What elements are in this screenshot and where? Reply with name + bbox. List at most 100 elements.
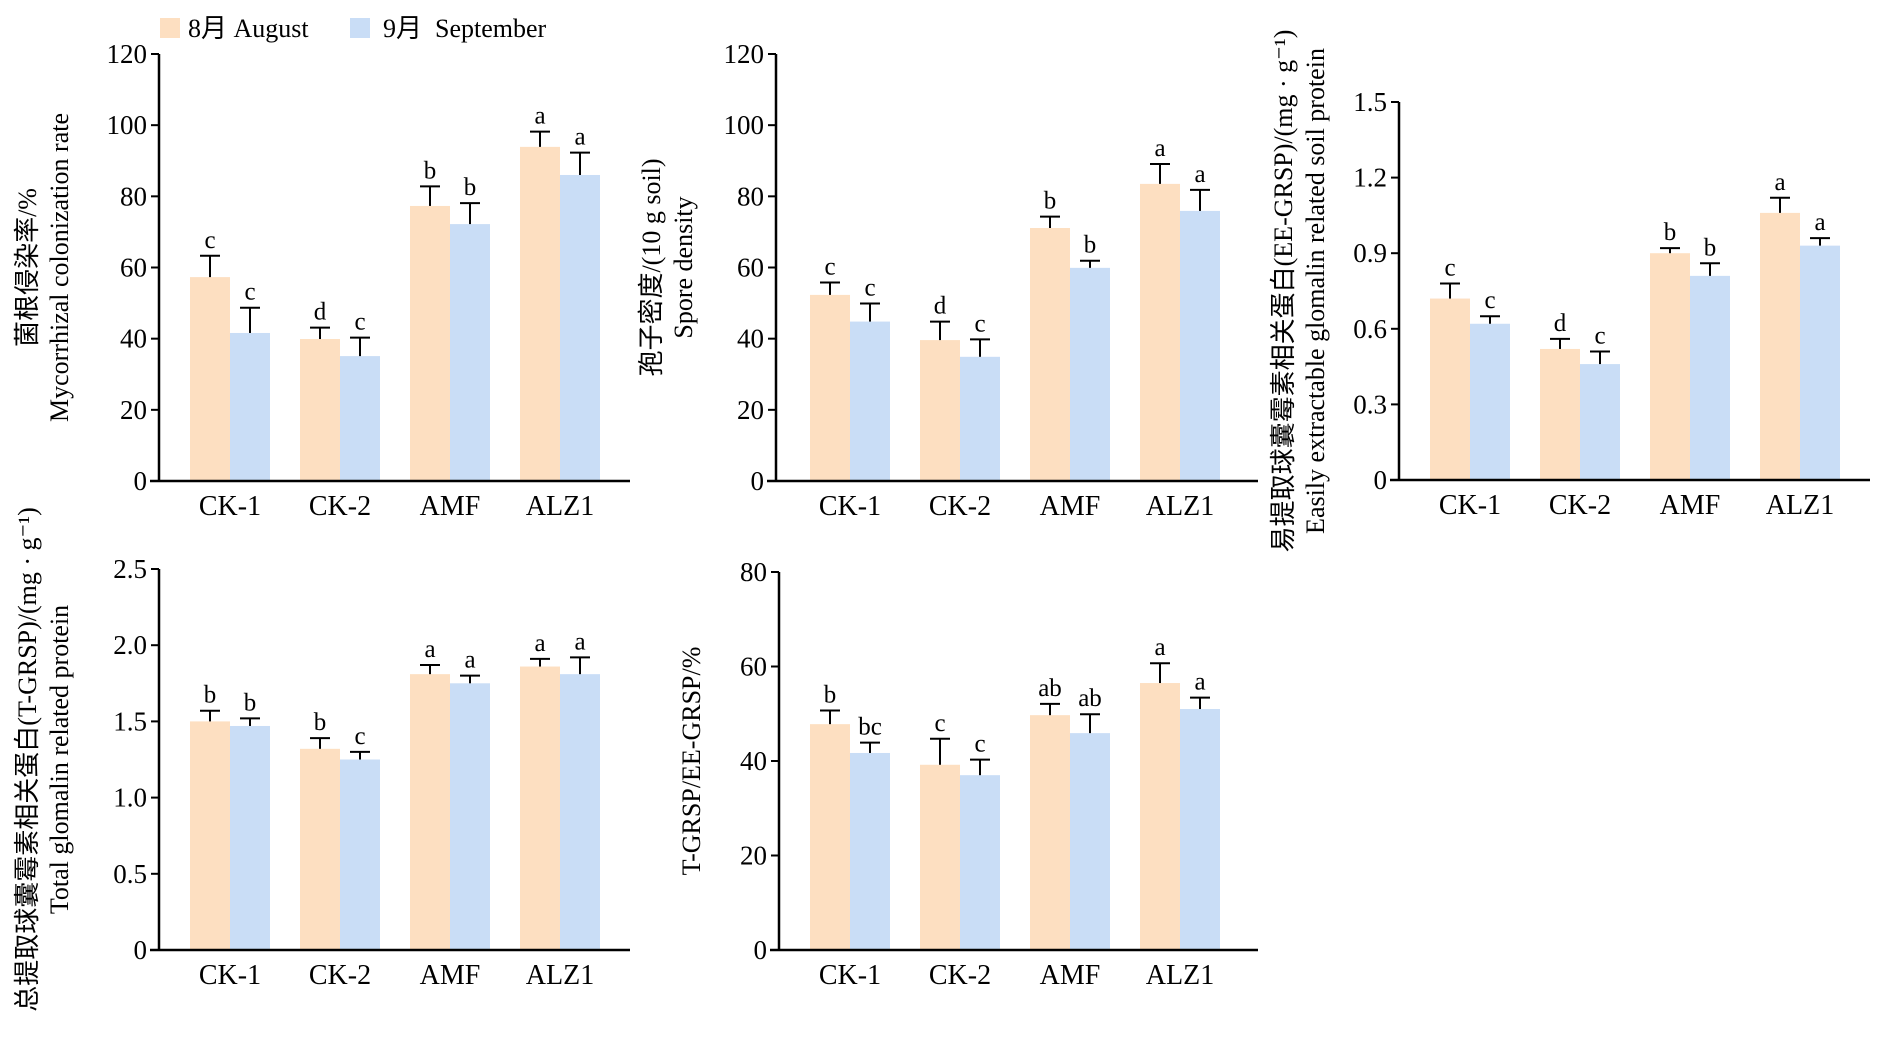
y-axis-label-cn: 总提取球囊霉素相关蛋白(T-GRSP)/(mg · g⁻¹) bbox=[13, 507, 42, 1011]
significance-letter: b bbox=[1084, 232, 1097, 259]
y-axis-label-en: Mycorrhizal colonization rate bbox=[45, 113, 74, 422]
significance-letter: b bbox=[314, 709, 327, 736]
bar-september-ck-1 bbox=[850, 752, 890, 950]
significance-letter: c bbox=[974, 310, 985, 337]
bar-august-ck-1 bbox=[810, 294, 850, 481]
y-tick-label: 0.3 bbox=[1353, 389, 1387, 419]
bar-september-ck-1 bbox=[1470, 323, 1510, 480]
bar-september-alz1 bbox=[560, 174, 600, 481]
y-tick-label: 0 bbox=[751, 466, 765, 496]
x-category-label: CK-1 bbox=[199, 960, 261, 991]
bar-september-alz1 bbox=[560, 674, 600, 950]
y-tick-label: 0.6 bbox=[1353, 314, 1387, 344]
significance-letter: c bbox=[824, 253, 835, 280]
x-category-label: CK-2 bbox=[309, 491, 371, 522]
significance-letter: a bbox=[1154, 135, 1165, 162]
significance-letter: c bbox=[244, 279, 255, 306]
legend-label-september: 9月 September bbox=[383, 14, 547, 43]
bar-august-amf bbox=[410, 205, 450, 481]
y-tick-label: 80 bbox=[740, 557, 767, 587]
x-category-label: AMF bbox=[420, 960, 481, 991]
significance-letter: a bbox=[1154, 634, 1165, 661]
x-category-label: ALZ1 bbox=[1766, 490, 1834, 521]
significance-letter: b bbox=[464, 174, 477, 201]
bar-august-ck-2 bbox=[920, 764, 960, 950]
significance-letter: c bbox=[974, 731, 985, 758]
bar-august-amf bbox=[1030, 715, 1070, 950]
significance-letter: b bbox=[824, 681, 837, 708]
y-tick-label: 1.5 bbox=[113, 706, 147, 736]
significance-letter: b bbox=[204, 682, 217, 709]
legend-swatch-august bbox=[160, 18, 180, 38]
legend: 8月 August 9月 September bbox=[160, 14, 547, 43]
significance-letter: c bbox=[1484, 287, 1495, 314]
bar-september-amf bbox=[450, 224, 490, 482]
y-tick-label: 1.5 bbox=[1353, 87, 1387, 117]
y-axis-label-cn: 易提取球囊霉素相关蛋白(EE-GRSP)/(mg · g⁻¹) bbox=[1269, 30, 1298, 553]
significance-letter: a bbox=[464, 647, 475, 674]
y-tick-label: 80 bbox=[737, 181, 764, 211]
bar-august-ck-2 bbox=[920, 340, 960, 481]
y-tick-label: 120 bbox=[724, 39, 765, 69]
bar-september-ck-2 bbox=[1580, 364, 1620, 480]
y-axis-label-en: T-GRSP/EE-GRSP/% bbox=[677, 647, 706, 876]
significance-letter: b bbox=[1664, 219, 1677, 246]
x-category-label: ALZ1 bbox=[1146, 491, 1214, 522]
significance-letter: a bbox=[574, 124, 585, 151]
bar-september-amf bbox=[1070, 733, 1110, 950]
x-category-label: CK-2 bbox=[1549, 490, 1611, 521]
x-category-label: ALZ1 bbox=[526, 960, 594, 991]
x-category-label: AMF bbox=[420, 491, 481, 522]
y-tick-label: 40 bbox=[740, 746, 767, 776]
legend-item-september: 9月 September bbox=[350, 14, 547, 43]
y-axis-label-en: Spore density bbox=[669, 196, 698, 338]
x-category-label: CK-1 bbox=[819, 960, 881, 991]
x-category-label: AMF bbox=[1040, 491, 1101, 522]
significance-letter: bc bbox=[858, 714, 882, 741]
bar-september-alz1 bbox=[1180, 210, 1220, 482]
significance-letter: a bbox=[1194, 669, 1205, 696]
y-tick-label: 100 bbox=[724, 110, 765, 140]
y-tick-label: 2.5 bbox=[113, 554, 147, 584]
y-tick-label: 100 bbox=[107, 110, 148, 140]
significance-letter: c bbox=[354, 309, 365, 336]
significance-letter: c bbox=[864, 274, 875, 301]
significance-letter: a bbox=[1814, 209, 1825, 236]
bar-august-ck-2 bbox=[1540, 348, 1580, 480]
y-tick-label: 60 bbox=[740, 652, 767, 682]
bar-august-ck-1 bbox=[190, 277, 230, 481]
bar-september-ck-1 bbox=[850, 321, 890, 481]
y-tick-label: 60 bbox=[737, 253, 764, 283]
bar-august-amf bbox=[1030, 228, 1070, 481]
significance-letter: b bbox=[424, 157, 437, 184]
bar-september-alz1 bbox=[1800, 245, 1840, 480]
bar-september-ck-1 bbox=[230, 332, 270, 481]
y-tick-label: 2.0 bbox=[113, 630, 147, 660]
y-axis-label-en: Total glomalin related protein bbox=[45, 605, 74, 914]
bar-september-ck-2 bbox=[340, 759, 380, 950]
y-tick-label: 0 bbox=[1374, 465, 1388, 495]
significance-letter: d bbox=[1554, 310, 1567, 337]
y-tick-label: 20 bbox=[740, 841, 767, 871]
significance-letter: a bbox=[1774, 169, 1785, 196]
significance-letter: d bbox=[934, 293, 947, 320]
significance-letter: a bbox=[534, 103, 545, 130]
y-tick-label: 40 bbox=[120, 324, 147, 354]
y-axis-label-en: Easily extractable glomalin related soil… bbox=[1301, 48, 1330, 534]
significance-letter: c bbox=[204, 227, 215, 254]
bar-august-alz1 bbox=[520, 146, 560, 481]
x-category-label: ALZ1 bbox=[526, 491, 594, 522]
legend-label-august: 8月 August bbox=[188, 14, 309, 43]
x-category-label: CK-2 bbox=[929, 960, 991, 991]
x-category-label: CK-1 bbox=[819, 491, 881, 522]
significance-letter: b bbox=[244, 689, 257, 716]
legend-item-august: 8月 August bbox=[160, 14, 309, 43]
significance-letter: a bbox=[1194, 161, 1205, 188]
bar-september-alz1 bbox=[1180, 709, 1220, 950]
bar-august-alz1 bbox=[1140, 683, 1180, 950]
